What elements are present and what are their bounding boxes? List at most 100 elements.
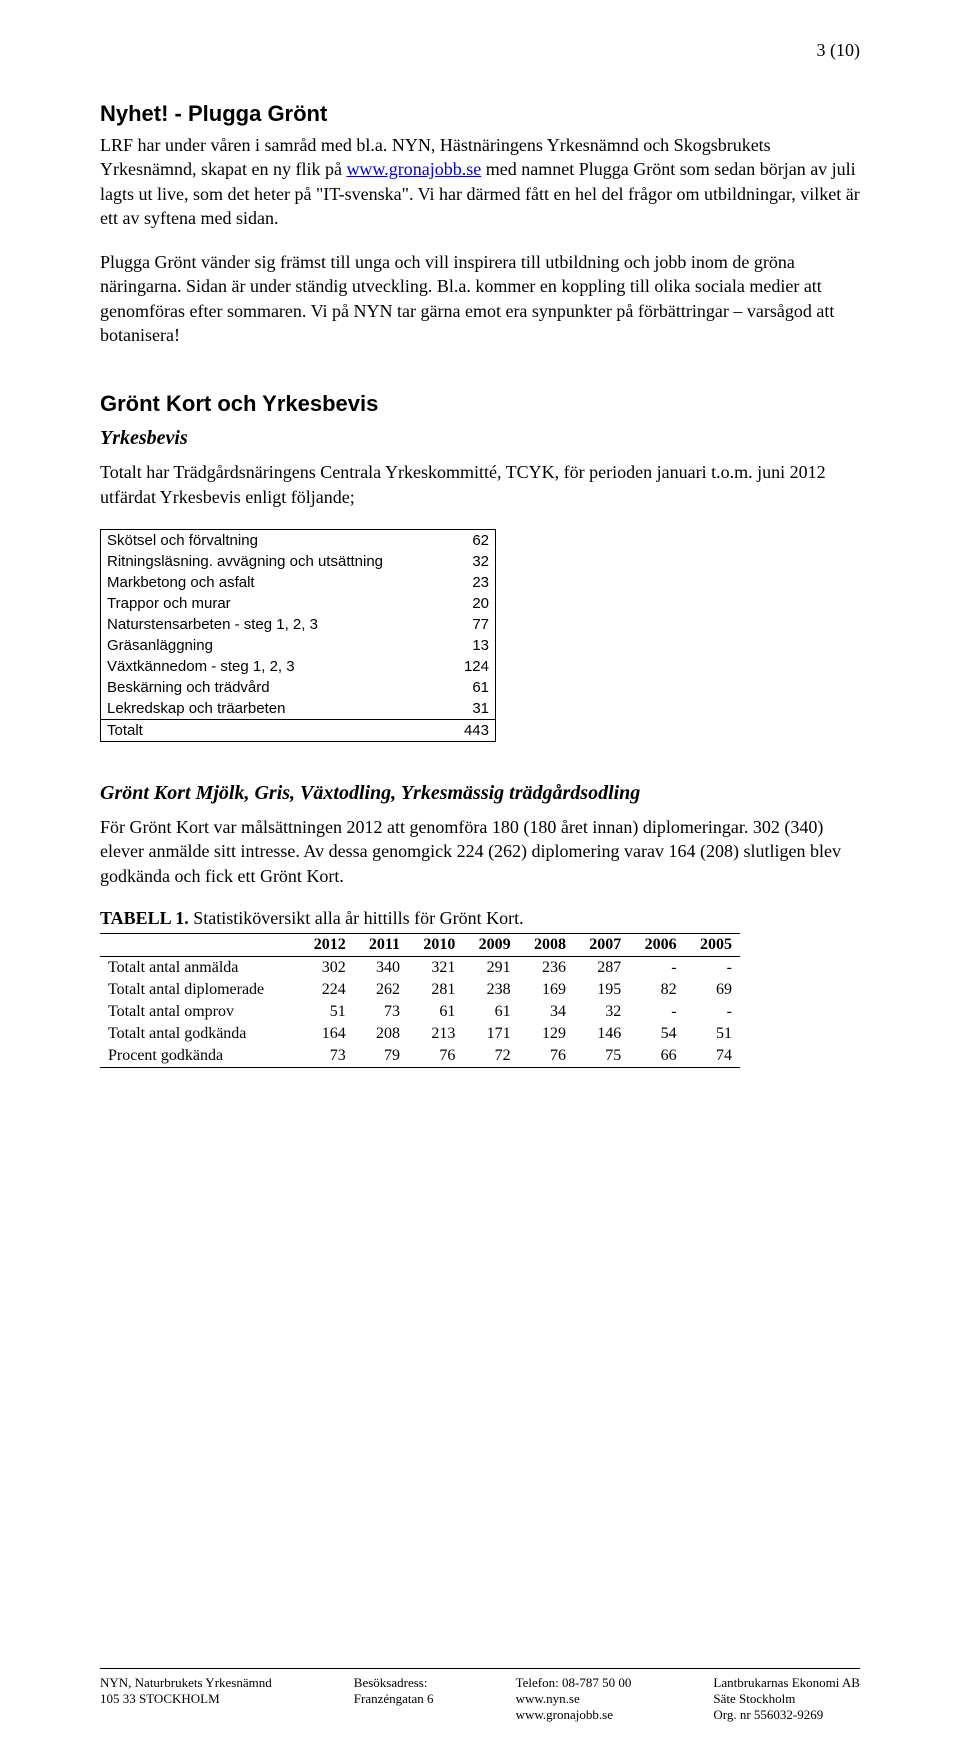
cell-value: 146 [574,1023,629,1045]
caption-rest: Statistiköversikt alla år hittills för G… [189,908,524,928]
para-2: Plugga Grönt vänder sig främst till unga… [100,250,860,347]
footer: NYN, Naturbrukets Yrkesnämnd 105 33 STOC… [100,1668,860,1723]
cell-name: Växtkännedom - steg 1, 2, 3 [101,656,434,677]
heading-gront-kort: Grönt Kort och Yrkesbevis [100,391,860,417]
cell-name: Gräsanläggning [101,635,434,656]
cell-value: 76 [519,1045,574,1068]
cell-value: 169 [519,979,574,1001]
cell-value: 23 [433,572,496,593]
cell-value: 32 [574,1001,629,1023]
subheading-yrkesbevis: Yrkesbevis [100,427,860,450]
cell-value: 31 [433,698,496,720]
col-header: 2005 [685,933,740,956]
cell-value: 195 [574,979,629,1001]
cell-value: 13 [433,635,496,656]
cell-value: 61 [433,677,496,698]
cell-value: 69 [685,979,740,1001]
cell-value: 236 [519,956,574,979]
footer-text: Lantbrukarnas Ekonomi AB [713,1675,860,1691]
cell-value: 208 [354,1023,408,1045]
cell-value: 61 [463,1001,518,1023]
cell-value: 54 [629,1023,684,1045]
cell-value: 302 [298,956,353,979]
para-3: För Grönt Kort var målsättningen 2012 at… [100,815,860,888]
footer-text: www.nyn.se [516,1691,632,1707]
link-gronajobb[interactable]: www.gronajobb.se [346,159,481,179]
cell-value: 224 [298,979,353,1001]
caption-bold: TABELL 1. [100,908,189,928]
cell-name: Lekredskap och träarbeten [101,698,434,720]
cell-value: - [685,1001,740,1023]
cell-value: - [629,1001,684,1023]
cell-value: 62 [433,529,496,551]
cell-value: 238 [463,979,518,1001]
cell-value: 213 [408,1023,463,1045]
cell-value: 61 [408,1001,463,1023]
row-label: Procent godkända [100,1045,298,1068]
table-row: Lekredskap och träarbeten31 [101,698,496,720]
table-row: Totalt antal diplomerade2242622812381691… [100,979,740,1001]
heading-nyhet: Nyhet! - Plugga Grönt [100,101,860,127]
table-row: Totalt antal anmälda302340321291236287-- [100,956,740,979]
footer-text: Telefon: 08-787 50 00 [516,1675,632,1691]
footer-col-1: NYN, Naturbrukets Yrkesnämnd 105 33 STOC… [100,1675,272,1723]
table-row-total: Totalt443 [101,719,496,741]
footer-text: Org. nr 556032-9269 [713,1707,860,1723]
cell-value: 76 [408,1045,463,1068]
footer-col-2: Besöksadress: Franzéngatan 6 [354,1675,434,1723]
cell-value: 66 [629,1045,684,1068]
cell-name: Naturstensarbeten - steg 1, 2, 3 [101,614,434,635]
col-header-empty [100,933,298,956]
cell-name: Ritningsläsning. avvägning och utsättnin… [101,551,434,572]
cell-value: 291 [463,956,518,979]
cell-value: - [629,956,684,979]
cell-value: 164 [298,1023,353,1045]
cell-value: 287 [574,956,629,979]
table-row: Beskärning och trädvård61 [101,677,496,698]
table-row: Totalt antal omprov517361613432-- [100,1001,740,1023]
cell-value: 281 [408,979,463,1001]
row-label: Totalt antal diplomerade [100,979,298,1001]
footer-col-4: Lantbrukarnas Ekonomi AB Säte Stockholm … [713,1675,860,1723]
cell-name: Totalt [101,719,434,741]
cell-name: Beskärning och trädvård [101,677,434,698]
cell-value: 73 [354,1001,408,1023]
cell-value: 171 [463,1023,518,1045]
footer-text: Besöksadress: [354,1675,434,1691]
cell-value: 79 [354,1045,408,1068]
cell-value: 262 [354,979,408,1001]
table-row: Växtkännedom - steg 1, 2, 3124 [101,656,496,677]
footer-text: 105 33 STOCKHOLM [100,1691,272,1707]
cell-value: 74 [685,1045,740,1068]
col-header: 2006 [629,933,684,956]
col-header: 2010 [408,933,463,956]
cell-value: 124 [433,656,496,677]
footer-text: www.gronajobb.se [516,1707,632,1723]
footer-text: Säte Stockholm [713,1691,860,1707]
row-label: Totalt antal omprov [100,1001,298,1023]
para-intro: Totalt har Trädgårdsnäringens Centrala Y… [100,460,860,509]
subheading-gront-kort: Grönt Kort Mjölk, Gris, Växtodling, Yrke… [100,782,860,805]
footer-text: Franzéngatan 6 [354,1691,434,1707]
cell-value: - [685,956,740,979]
cell-value: 129 [519,1023,574,1045]
table-caption: TABELL 1. Statistiköversikt alla år hitt… [100,908,860,929]
table-stats: 20122011201020092008200720062005 Totalt … [100,933,740,1068]
para-1: LRF har under våren i samråd med bl.a. N… [100,133,860,230]
col-header: 2011 [354,933,408,956]
cell-name: Skötsel och förvaltning [101,529,434,551]
cell-value: 34 [519,1001,574,1023]
table-row: Totalt antal godkända1642082131711291465… [100,1023,740,1045]
cell-value: 443 [433,719,496,741]
table-row: Naturstensarbeten - steg 1, 2, 377 [101,614,496,635]
footer-col-3: Telefon: 08-787 50 00 www.nyn.se www.gro… [516,1675,632,1723]
table-row: Markbetong och asfalt23 [101,572,496,593]
cell-value: 77 [433,614,496,635]
page-number: 3 (10) [100,40,860,61]
col-header: 2008 [519,933,574,956]
cell-value: 51 [298,1001,353,1023]
cell-value: 321 [408,956,463,979]
table-row: Procent godkända7379767276756674 [100,1045,740,1068]
cell-value: 73 [298,1045,353,1068]
cell-name: Markbetong och asfalt [101,572,434,593]
